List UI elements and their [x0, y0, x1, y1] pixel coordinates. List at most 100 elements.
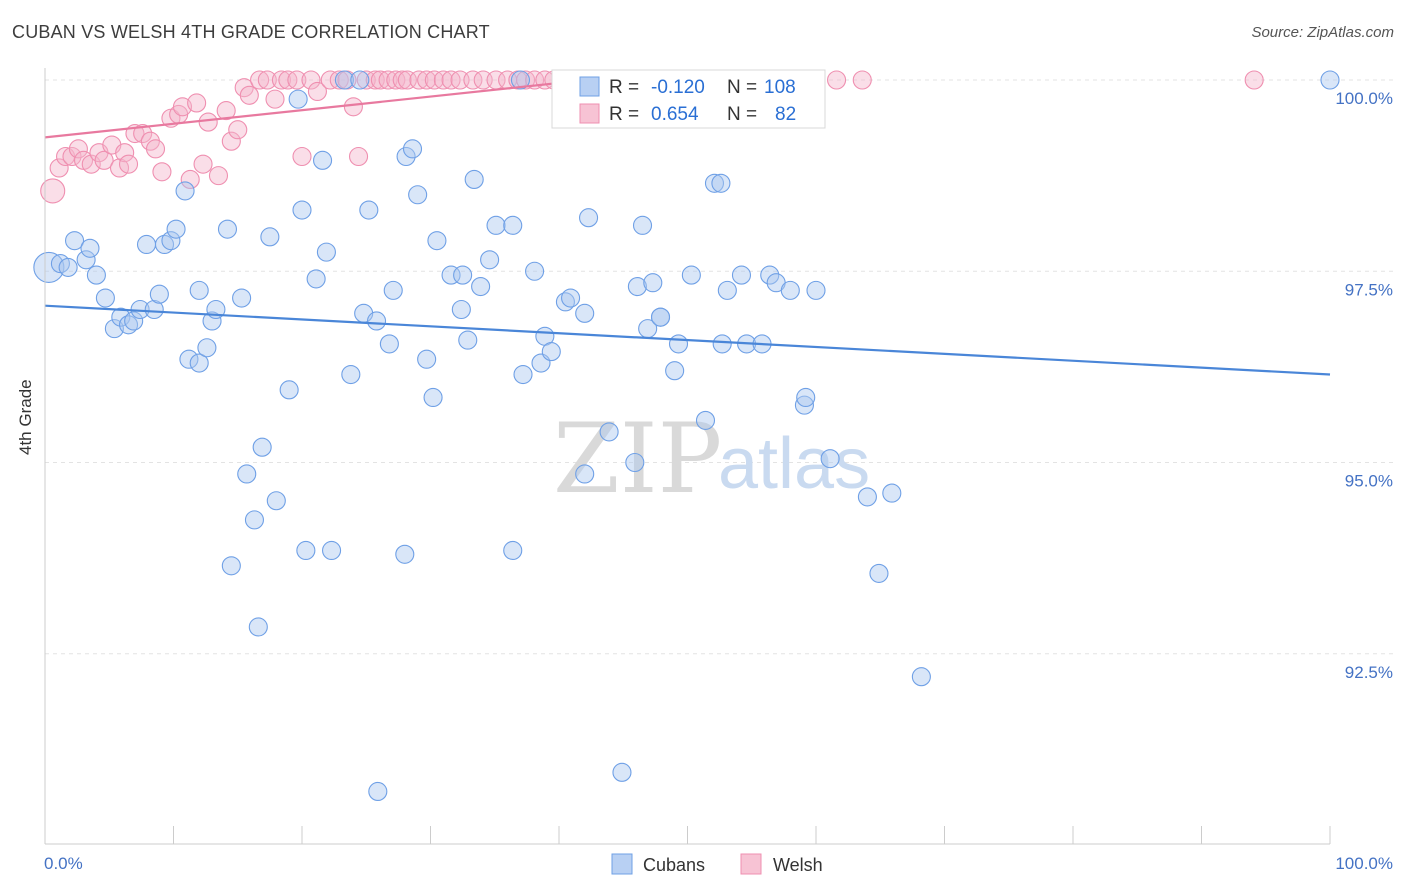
cubans-point [417, 349, 437, 369]
cubans-point [144, 299, 164, 320]
cubans-point [681, 265, 701, 285]
welsh-point [392, 70, 412, 90]
cubans-point [221, 556, 241, 576]
cubans-point [717, 280, 737, 300]
cubans-point [665, 361, 685, 381]
cubans-point [599, 422, 619, 442]
welsh-point [115, 143, 135, 163]
legend-n-value-cubans: 108 [764, 77, 796, 98]
legend-r-value-cubans: -0.120 [651, 77, 705, 98]
welsh-point [180, 169, 200, 189]
cubans-point [136, 234, 157, 255]
cubans-point [252, 437, 272, 457]
bottom-legend-swatch-cubans[interactable] [611, 853, 633, 875]
cubans-point [627, 276, 647, 297]
welsh-point [40, 178, 66, 204]
cubans-point [704, 173, 725, 193]
cubans-point [525, 261, 545, 281]
welsh-point [250, 70, 270, 90]
cubans-point [806, 280, 826, 300]
cubans-point [316, 242, 336, 262]
cubans-point [441, 265, 461, 285]
bottom-legend-label-cubans[interactable]: Cubans [643, 855, 705, 875]
welsh-point [378, 70, 398, 90]
cubans-point [794, 395, 814, 415]
cubans-point [118, 315, 139, 335]
legend-n-label-welsh: N = [727, 104, 757, 125]
cubans-point [217, 219, 238, 239]
cubans-point [712, 334, 732, 354]
cubans-point [189, 353, 209, 373]
welsh-point [292, 146, 312, 167]
welsh-point [852, 70, 872, 90]
cubans-point [612, 762, 632, 782]
cubans-point [503, 215, 523, 235]
cubans-point [111, 307, 131, 327]
welsh-point [433, 70, 453, 90]
cubans-point [161, 231, 181, 251]
welsh-point [239, 85, 259, 105]
trend-lines [44, 75, 1331, 376]
cubans-point [76, 250, 96, 270]
cubans-point [451, 299, 471, 320]
cubans-point [175, 181, 195, 201]
bottom-legend-label-welsh[interactable]: Welsh [773, 855, 823, 875]
cubans-point [480, 250, 500, 270]
cubans-point [260, 227, 280, 247]
cubans-point [561, 288, 581, 308]
cubans-point [350, 70, 370, 90]
cubans-point [760, 265, 780, 285]
cubans-point [911, 667, 931, 687]
legend-n-label-cubans: N = [727, 77, 757, 98]
watermark-zip: ZIP [553, 403, 722, 515]
y-tick-label: 92.5% [1345, 663, 1393, 682]
cubans-point [503, 540, 523, 561]
cubans-point [632, 215, 653, 235]
cubans-point [95, 288, 115, 308]
cubans-point [366, 311, 387, 331]
legend-r-label-cubans: R = [609, 77, 639, 98]
cubans-point [306, 269, 326, 289]
cubans-point [1320, 70, 1340, 90]
correlation-legend: R = -0.120 N = 108 R = 0.654 N = 82 [551, 69, 826, 129]
legend-r-value-welsh: 0.654 [651, 104, 699, 125]
bottom-legend-swatch-welsh[interactable] [740, 853, 762, 875]
cubans-point [541, 342, 561, 362]
cubans-point [86, 265, 106, 285]
welsh-point [208, 166, 229, 186]
cubans-point [869, 563, 889, 583]
cubans-point [313, 150, 333, 170]
welsh-trend-line [44, 75, 624, 139]
cubans-point [124, 311, 144, 331]
welsh-point [198, 112, 218, 132]
cubans-point [202, 311, 222, 331]
cubans-point [458, 330, 478, 350]
watermark-atlas: atlas [718, 424, 870, 504]
chart-title: CUBAN VS WELSH 4TH GRADE CORRELATION CHA… [12, 22, 490, 42]
cubans-point [359, 200, 379, 220]
cubans-point [189, 280, 209, 300]
cubans-point [579, 208, 599, 228]
legend-swatch-cubans [579, 76, 600, 97]
cubans-point [65, 231, 85, 251]
welsh-point [257, 70, 277, 90]
cubans-point [882, 483, 902, 503]
welsh-point [172, 97, 193, 117]
cubans-point [555, 292, 575, 312]
cubans-point [471, 276, 491, 297]
cubans-trend-line [44, 304, 1331, 376]
welsh-point [271, 70, 291, 90]
cubans-point [296, 540, 316, 561]
cubans-point [288, 89, 308, 109]
cubans-point [423, 387, 443, 408]
cubans-point [575, 464, 595, 484]
legend-swatch-welsh [579, 103, 600, 124]
welsh-point [386, 70, 406, 90]
cubans-point [513, 364, 533, 385]
cubans-point [427, 231, 447, 251]
welsh-point [187, 93, 207, 113]
cubans-point [510, 70, 531, 90]
welsh-point [397, 70, 417, 90]
legend-n-value-welsh: 82 [775, 104, 796, 125]
